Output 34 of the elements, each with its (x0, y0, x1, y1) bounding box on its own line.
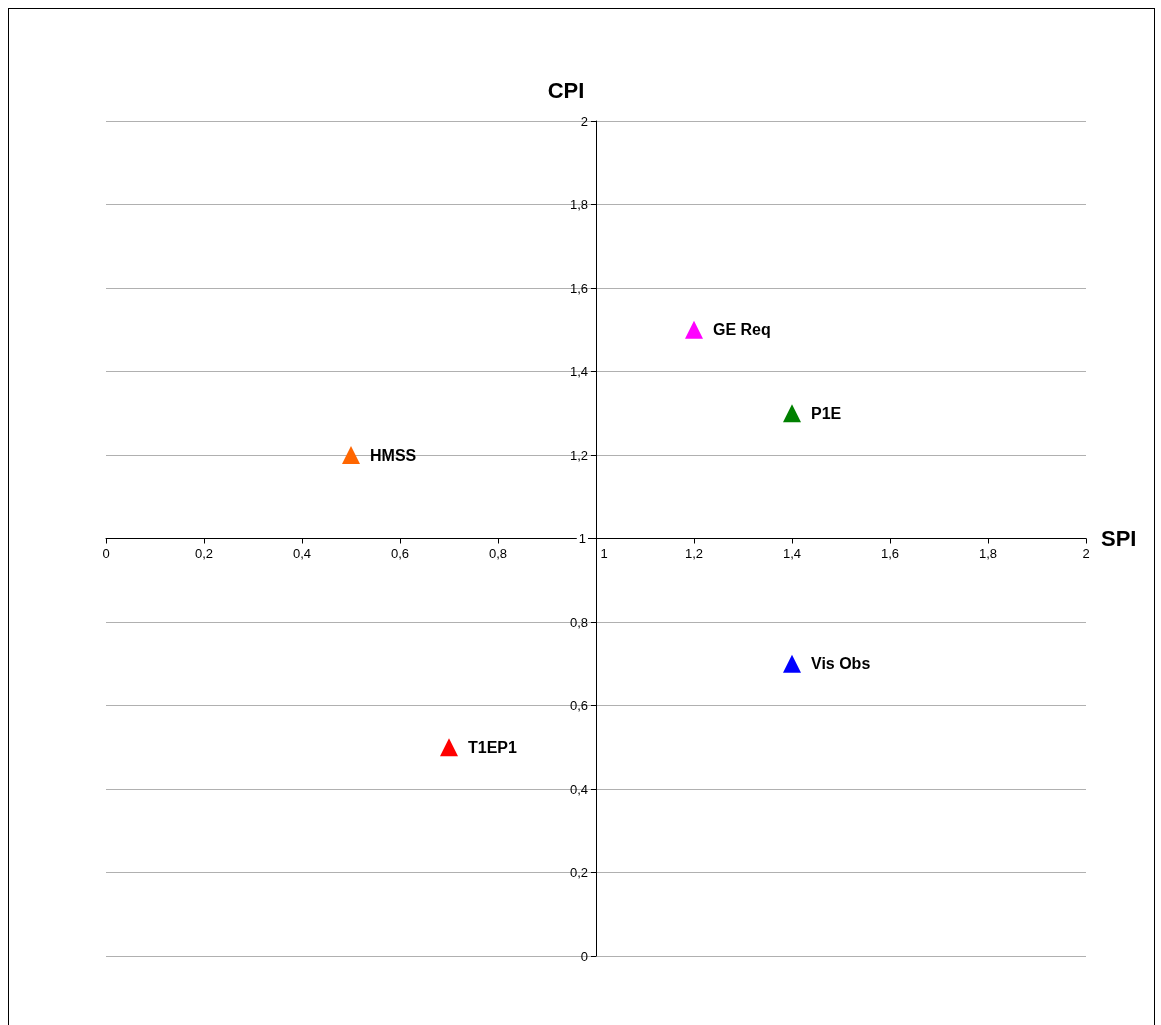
x-tick-label: 1,8 (978, 545, 998, 561)
x-tick-label: 2 (1082, 545, 1090, 561)
point (685, 320, 703, 339)
point (783, 654, 801, 673)
x-tick-label: 1,6 (880, 545, 900, 561)
y-tick-label: 1,4 (569, 364, 588, 379)
series-label: HMSS (370, 446, 417, 464)
x-tick-label: 0,8 (488, 545, 508, 561)
y-axis-title: CPI (547, 77, 585, 103)
y-tick-label: 0,8 (569, 614, 588, 630)
y-tick-label: 0,2 (569, 865, 588, 880)
series-label: Vis Obs (811, 655, 871, 673)
x-tick-label: 0,6 (390, 545, 410, 561)
x-tick-label: 1,2 (684, 545, 704, 561)
y-tick-label: 0,6 (569, 698, 588, 713)
x-tick-label: 0,2 (194, 545, 214, 561)
y-tick-label: 1,6 (569, 280, 588, 296)
x-tick-label: 1 (600, 545, 608, 561)
x-axis-title: SPI (1101, 526, 1137, 551)
y-tick-label: 1,2 (569, 447, 588, 463)
series-label: GE Req (713, 321, 771, 339)
y-tick-label: 2 (580, 113, 588, 129)
x-tick-label: 0 (102, 545, 110, 561)
x-tick-label: 0,4 (292, 545, 312, 561)
point (342, 446, 360, 464)
series-label: T1EP1 (468, 738, 518, 756)
y-tick-label: 0 (580, 948, 588, 964)
y-tick-label: 0,4 (569, 781, 588, 797)
point (440, 738, 458, 757)
point (783, 404, 801, 423)
y-tick-label: 1,8 (569, 197, 588, 212)
y-tick-label: 1 (578, 531, 586, 546)
x-tick-label: 1,4 (782, 545, 802, 561)
series-label: P1E (811, 404, 842, 422)
